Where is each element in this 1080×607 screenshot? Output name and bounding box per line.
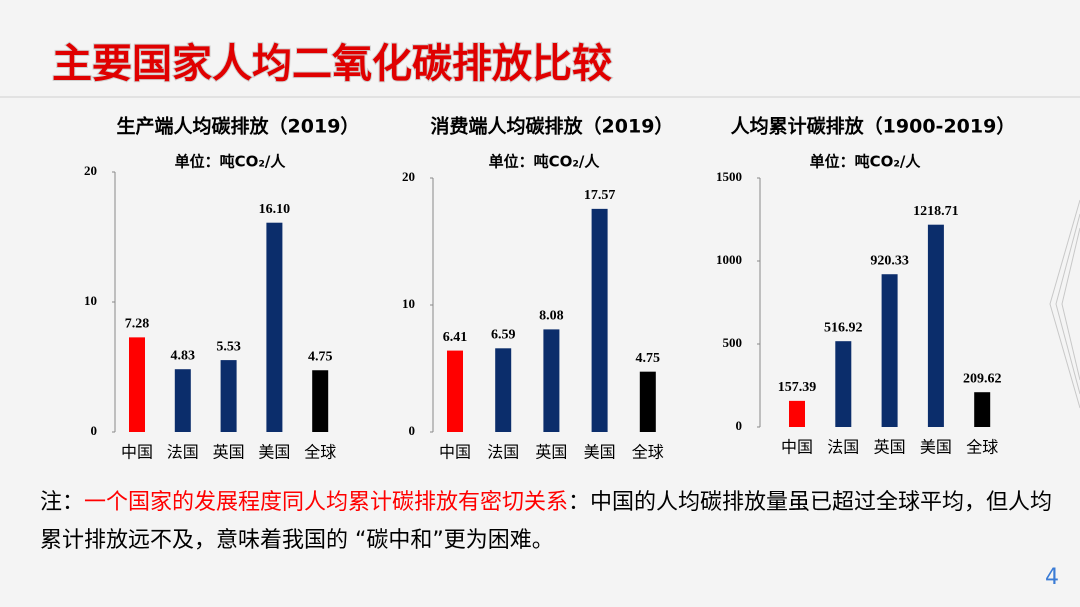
value-label: 4.75 (308, 349, 333, 364)
y-tick-label: 0 (409, 423, 416, 438)
value-label: 6.41 (443, 330, 468, 345)
slide-title: 主要国家人均二氧化碳排放比较 (52, 41, 612, 87)
bar (927, 224, 944, 427)
bar (495, 348, 512, 432)
x-tick-label: 中国 (121, 443, 153, 462)
value-label: 516.92 (824, 320, 863, 335)
value-label: 7.28 (125, 317, 150, 332)
bar (447, 350, 463, 432)
value-label: 6.59 (491, 328, 516, 343)
x-tick-label: 英国 (535, 443, 567, 462)
note-highlight: 一个国家的发展程度同人均累计碳排放有密切关系 (84, 490, 569, 515)
chart-title: 消费端人均碳排放（2019） (431, 115, 674, 138)
value-label: 1218.71 (913, 204, 959, 219)
chart-unit: 单位：吨CO₂/人 (489, 153, 601, 171)
y-tick-label: 10 (84, 293, 97, 308)
bar (312, 370, 329, 432)
bar (835, 341, 852, 427)
y-tick-label: 500 (723, 335, 743, 350)
x-tick-label: 美国 (584, 443, 616, 462)
note-prefix: 注： (40, 490, 85, 515)
bar (789, 400, 805, 427)
x-tick-label: 法国 (487, 443, 519, 462)
value-label: 920.33 (870, 253, 909, 268)
value-label: 5.53 (216, 339, 241, 354)
x-tick-label: 美国 (920, 438, 952, 457)
chart-title: 人均累计碳排放（1900-2019） (731, 115, 1016, 138)
x-tick-label: 英国 (874, 438, 906, 457)
y-tick-label: 1500 (716, 169, 742, 184)
value-label: 17.57 (584, 188, 616, 203)
value-label: 4.75 (636, 351, 661, 366)
bar (220, 360, 237, 432)
note-body: ：中国的人均碳排放量虽已超过全球平均，但人均累计排放远不及，意味着我国的 “碳中… (40, 490, 1053, 553)
y-tick-label: 1000 (716, 252, 742, 267)
x-tick-label: 法国 (827, 438, 859, 457)
value-label: 8.08 (539, 309, 564, 324)
bar (639, 371, 656, 432)
bar (543, 329, 560, 432)
bar (266, 222, 283, 432)
y-tick-label: 0 (91, 423, 98, 438)
chart-unit: 单位：吨CO₂/人 (810, 153, 922, 171)
note: 注：一个国家的发展程度同人均累计碳排放有密切关系：中国的人均碳排放量虽已超过全球… (40, 484, 1070, 560)
page-number: 4 (1045, 565, 1059, 590)
x-tick-label: 英国 (213, 443, 245, 462)
bar (129, 337, 145, 432)
bar (591, 208, 608, 432)
chart-title: 生产端人均碳排放（2019） (117, 115, 360, 138)
y-tick-label: 0 (736, 418, 743, 433)
corner-decoration (1049, 199, 1080, 409)
value-label: 4.83 (171, 348, 196, 363)
x-tick-label: 中国 (439, 443, 471, 462)
x-tick-label: 全球 (632, 443, 664, 462)
y-tick-label: 20 (84, 163, 97, 178)
bar (974, 392, 991, 427)
x-tick-label: 中国 (781, 438, 813, 457)
chart-unit: 单位：吨CO₂/人 (175, 153, 287, 171)
value-label: 16.10 (259, 202, 291, 217)
value-label: 209.62 (963, 371, 1002, 386)
x-tick-label: 全球 (304, 443, 336, 462)
y-tick-label: 20 (402, 169, 415, 184)
x-tick-label: 美国 (258, 443, 290, 462)
bar (174, 369, 191, 432)
x-tick-label: 法国 (167, 443, 199, 462)
value-label: 157.39 (778, 380, 817, 395)
bar (881, 274, 898, 427)
x-tick-label: 全球 (966, 438, 998, 457)
y-tick-label: 10 (402, 296, 415, 311)
